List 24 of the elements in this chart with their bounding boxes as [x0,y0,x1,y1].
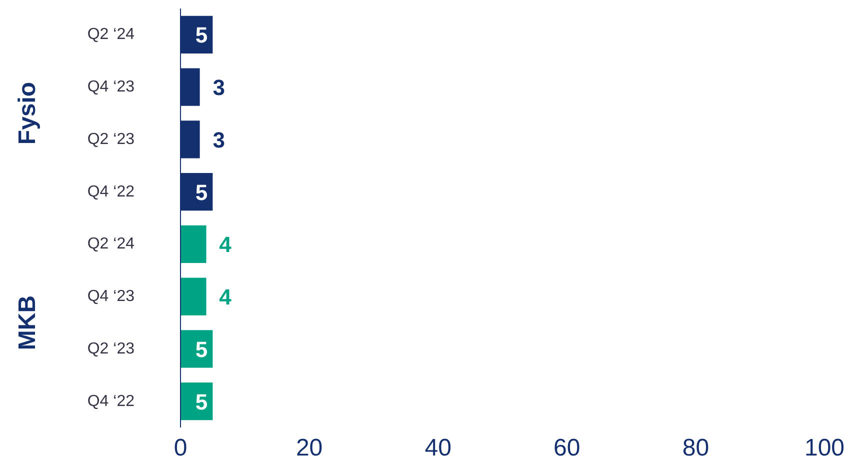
text: MKB [14,295,41,350]
y-tick-label: Q4 ‘22 [87,392,135,410]
x-tick-label: 60 [554,434,580,458]
x-tick-label: 100 [804,434,845,458]
data-label: 4 [219,232,232,258]
y-tick-label: Q2 ‘24 [87,236,135,253]
y-tick-label: Q2 ‘23 [87,130,135,148]
data-label: 5 [195,336,208,362]
x-tick-label: 80 [682,434,710,458]
text: Fysio [14,82,41,145]
data-label: 5 [195,180,208,205]
data-label: 3 [212,127,225,152]
data-label: 5 [195,389,208,414]
data-label: 4 [219,284,232,310]
x-tick-label: 20 [296,434,323,458]
data-label: 3 [212,75,225,100]
y-tick-label: Q2 ‘24 [87,26,135,44]
x-tick-label: 0 [174,434,188,458]
y-tick-label: Q4 ‘23 [87,288,135,306]
x-tick-label: 40 [424,434,452,458]
y-tick-label: Q4 ‘23 [87,78,135,96]
y-tick-label: Q2 ‘23 [87,340,135,358]
y-tick-label: Q4 ‘22 [87,183,135,200]
data-label: 5 [195,22,208,48]
